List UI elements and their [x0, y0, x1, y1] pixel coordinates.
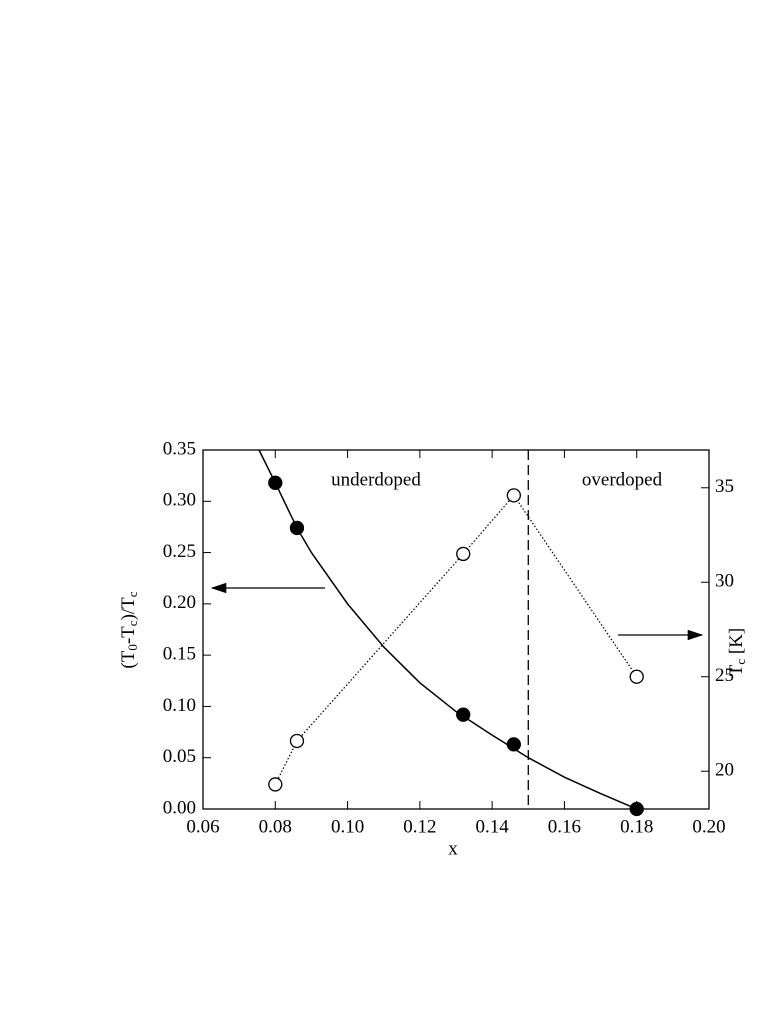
x-tick-label: 0.10 — [331, 816, 364, 837]
y-axis-label: (T0-Tc)/Tc — [118, 591, 140, 668]
data-point — [629, 669, 644, 684]
x-tick-label: 0.08 — [259, 816, 292, 837]
data-point — [506, 488, 521, 503]
y-label-part: c — [125, 620, 140, 626]
y-tick-label: 0.35 — [163, 438, 196, 459]
y-tick-label: 0.30 — [163, 490, 196, 511]
x-tick-label: 0.14 — [476, 816, 510, 837]
y2-label-part: [K] — [726, 628, 747, 659]
y2-tick-label: 20 — [715, 760, 734, 781]
annotation: underdoped — [331, 469, 421, 490]
y-tick-label: 0.10 — [163, 695, 196, 716]
x-tick-label: 0.06 — [186, 816, 219, 837]
x-tick-label: 0.12 — [403, 816, 436, 837]
y-tick-label: 0.20 — [163, 592, 196, 613]
data-point — [289, 733, 305, 749]
y2-tick-label: 35 — [715, 476, 734, 497]
plot-frame — [202, 449, 710, 810]
y2-axis-label: Tc [K] — [726, 628, 748, 677]
y-label-part: )/T — [118, 597, 139, 621]
y-label-part: c — [125, 591, 140, 597]
y-label-part: -T — [118, 626, 139, 644]
x-tick-label: 0.20 — [692, 816, 725, 837]
y2-tick-label: 30 — [715, 571, 734, 592]
y2-label-part: c — [733, 659, 748, 665]
y-tick-label: 0.15 — [163, 644, 196, 665]
x-tick-label: 0.18 — [620, 816, 653, 837]
y-tick-label: 0.00 — [163, 797, 196, 818]
annotation: overdoped — [582, 469, 663, 490]
y-tick-label: 0.25 — [163, 541, 196, 562]
series-line — [258, 449, 638, 810]
y-label-part: (T — [118, 650, 139, 668]
x-tick-label: 0.16 — [548, 816, 581, 837]
y-label-part: 0 — [125, 644, 140, 651]
data-point — [268, 777, 283, 792]
x-axis-label: x — [448, 838, 458, 859]
y2-label-part: T — [726, 664, 747, 676]
y2-tick-label: 25 — [715, 665, 734, 686]
series-line — [274, 494, 638, 785]
data-point — [456, 546, 471, 562]
y-tick-label: 0.05 — [163, 746, 196, 767]
